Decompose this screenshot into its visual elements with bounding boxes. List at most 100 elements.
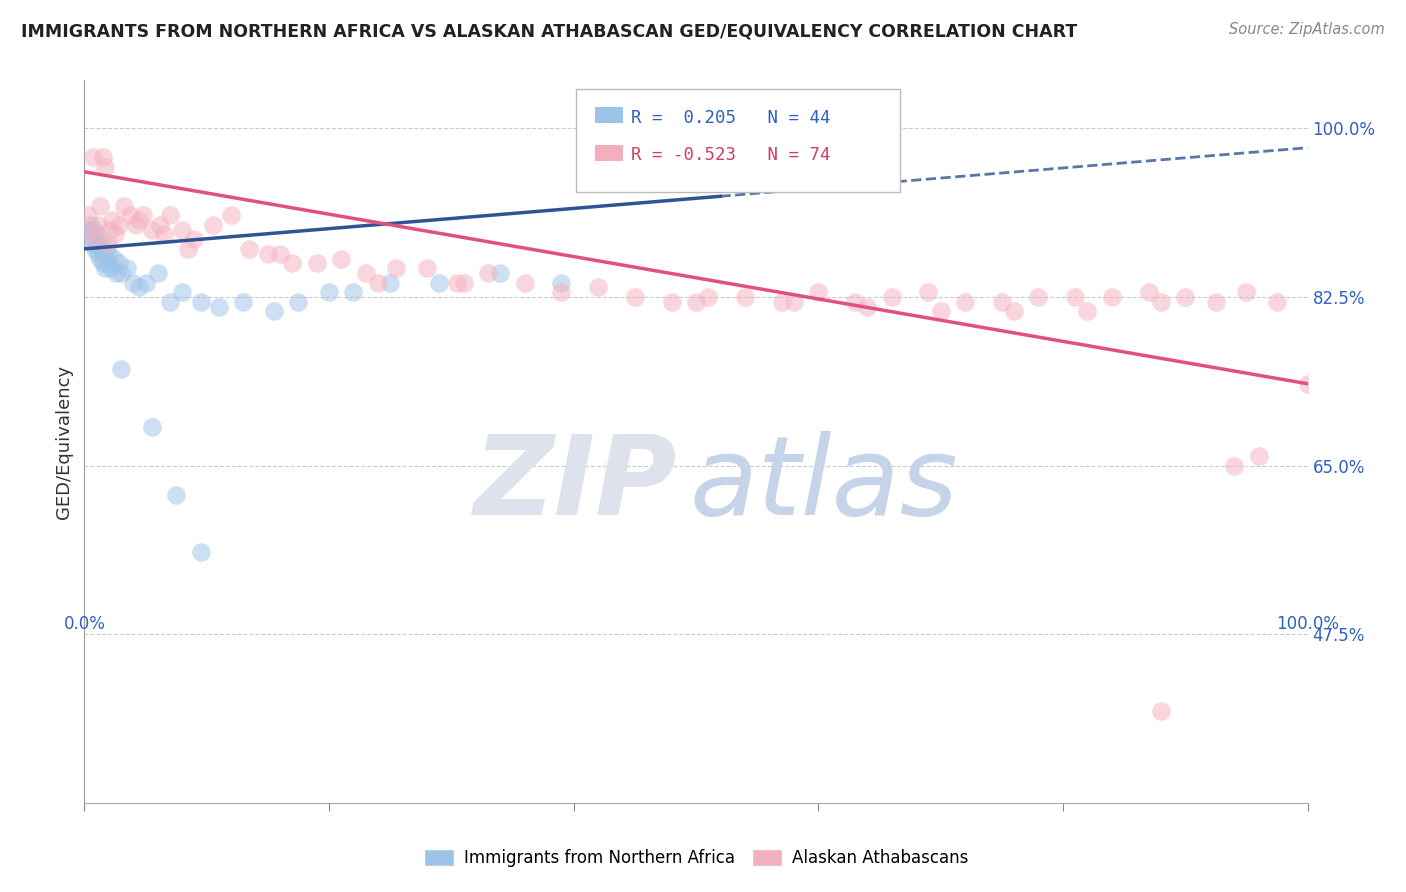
Point	[101, 213, 124, 227]
Point	[238, 242, 260, 256]
Point	[82, 237, 104, 252]
Text: IMMIGRANTS FROM NORTHERN AFRICA VS ALASKAN ATHABASCAN GED/EQUIVALENCY CORRELATIO: IMMIGRANTS FROM NORTHERN AFRICA VS ALASK…	[21, 22, 1077, 40]
Point	[953, 294, 976, 309]
Point	[929, 304, 952, 318]
Point	[91, 150, 114, 164]
Point	[122, 276, 145, 290]
Point	[94, 160, 117, 174]
Point	[1028, 290, 1050, 304]
Point	[269, 246, 291, 260]
Point	[770, 294, 793, 309]
Point	[125, 218, 148, 232]
Point	[661, 294, 683, 309]
Point	[190, 545, 212, 559]
Point	[281, 256, 304, 270]
Point	[917, 285, 939, 300]
Point	[685, 294, 707, 309]
Text: atlas: atlas	[690, 432, 959, 539]
Point	[84, 242, 107, 256]
Point	[97, 246, 120, 260]
Point	[305, 256, 328, 270]
Point	[219, 208, 242, 222]
Point	[141, 222, 163, 236]
Point	[83, 222, 105, 236]
Point	[90, 242, 112, 256]
Point	[79, 222, 101, 236]
Point	[104, 227, 127, 242]
Point	[141, 420, 163, 434]
Point	[149, 218, 172, 232]
Point	[87, 237, 110, 252]
Point	[201, 218, 224, 232]
Point	[100, 261, 122, 276]
Point	[807, 285, 830, 300]
Point	[87, 218, 110, 232]
Point	[1174, 290, 1197, 304]
Point	[132, 208, 155, 222]
Point	[257, 246, 280, 260]
Point	[165, 487, 187, 501]
Point	[79, 218, 101, 232]
Point	[330, 252, 353, 266]
Point	[177, 242, 200, 256]
Point	[84, 232, 107, 246]
Point	[172, 222, 194, 236]
Point	[97, 237, 120, 252]
Point	[115, 261, 138, 276]
Point	[107, 256, 129, 270]
Point	[80, 232, 103, 246]
Point	[263, 304, 285, 318]
Point	[446, 276, 468, 290]
Legend: Immigrants from Northern Africa, Alaskan Athabascans: Immigrants from Northern Africa, Alaskan…	[418, 842, 974, 874]
Point	[1002, 304, 1025, 318]
Point	[624, 290, 647, 304]
Point	[105, 266, 128, 280]
Point	[128, 280, 150, 294]
Point	[89, 198, 111, 212]
Point	[82, 150, 104, 164]
Point	[135, 276, 157, 290]
Point	[183, 232, 205, 246]
Point	[453, 276, 475, 290]
Point	[86, 227, 108, 242]
Point	[96, 242, 118, 256]
Point	[103, 252, 125, 266]
Point	[783, 294, 806, 309]
Point	[87, 246, 110, 260]
Point	[107, 218, 129, 232]
Point	[112, 198, 135, 212]
Point	[1223, 458, 1246, 473]
Text: R = -0.523   N = 74: R = -0.523 N = 74	[631, 146, 831, 164]
Y-axis label: GED/Equivalency: GED/Equivalency	[55, 365, 73, 518]
Point	[1150, 294, 1173, 309]
Point	[1296, 376, 1319, 391]
Point	[385, 261, 408, 276]
Point	[513, 276, 536, 290]
Point	[208, 300, 231, 314]
Point	[550, 276, 572, 290]
Text: Source: ZipAtlas.com: Source: ZipAtlas.com	[1229, 22, 1385, 37]
Point	[1137, 285, 1160, 300]
Point	[91, 256, 114, 270]
Point	[190, 294, 212, 309]
Point	[97, 256, 120, 270]
Point	[880, 290, 903, 304]
Point	[1205, 294, 1227, 309]
Point	[354, 266, 377, 280]
Point	[153, 227, 176, 242]
Text: 0.0%: 0.0%	[63, 615, 105, 633]
Point	[697, 290, 720, 304]
Point	[342, 285, 364, 300]
Point	[844, 294, 866, 309]
Point	[1247, 449, 1270, 463]
Point	[146, 266, 169, 280]
Point	[94, 261, 117, 276]
Point	[110, 266, 132, 280]
Point	[89, 252, 111, 266]
Point	[159, 208, 181, 222]
Point	[550, 285, 572, 300]
Point	[489, 266, 512, 280]
Point	[1265, 294, 1288, 309]
Point	[586, 280, 609, 294]
Point	[287, 294, 309, 309]
